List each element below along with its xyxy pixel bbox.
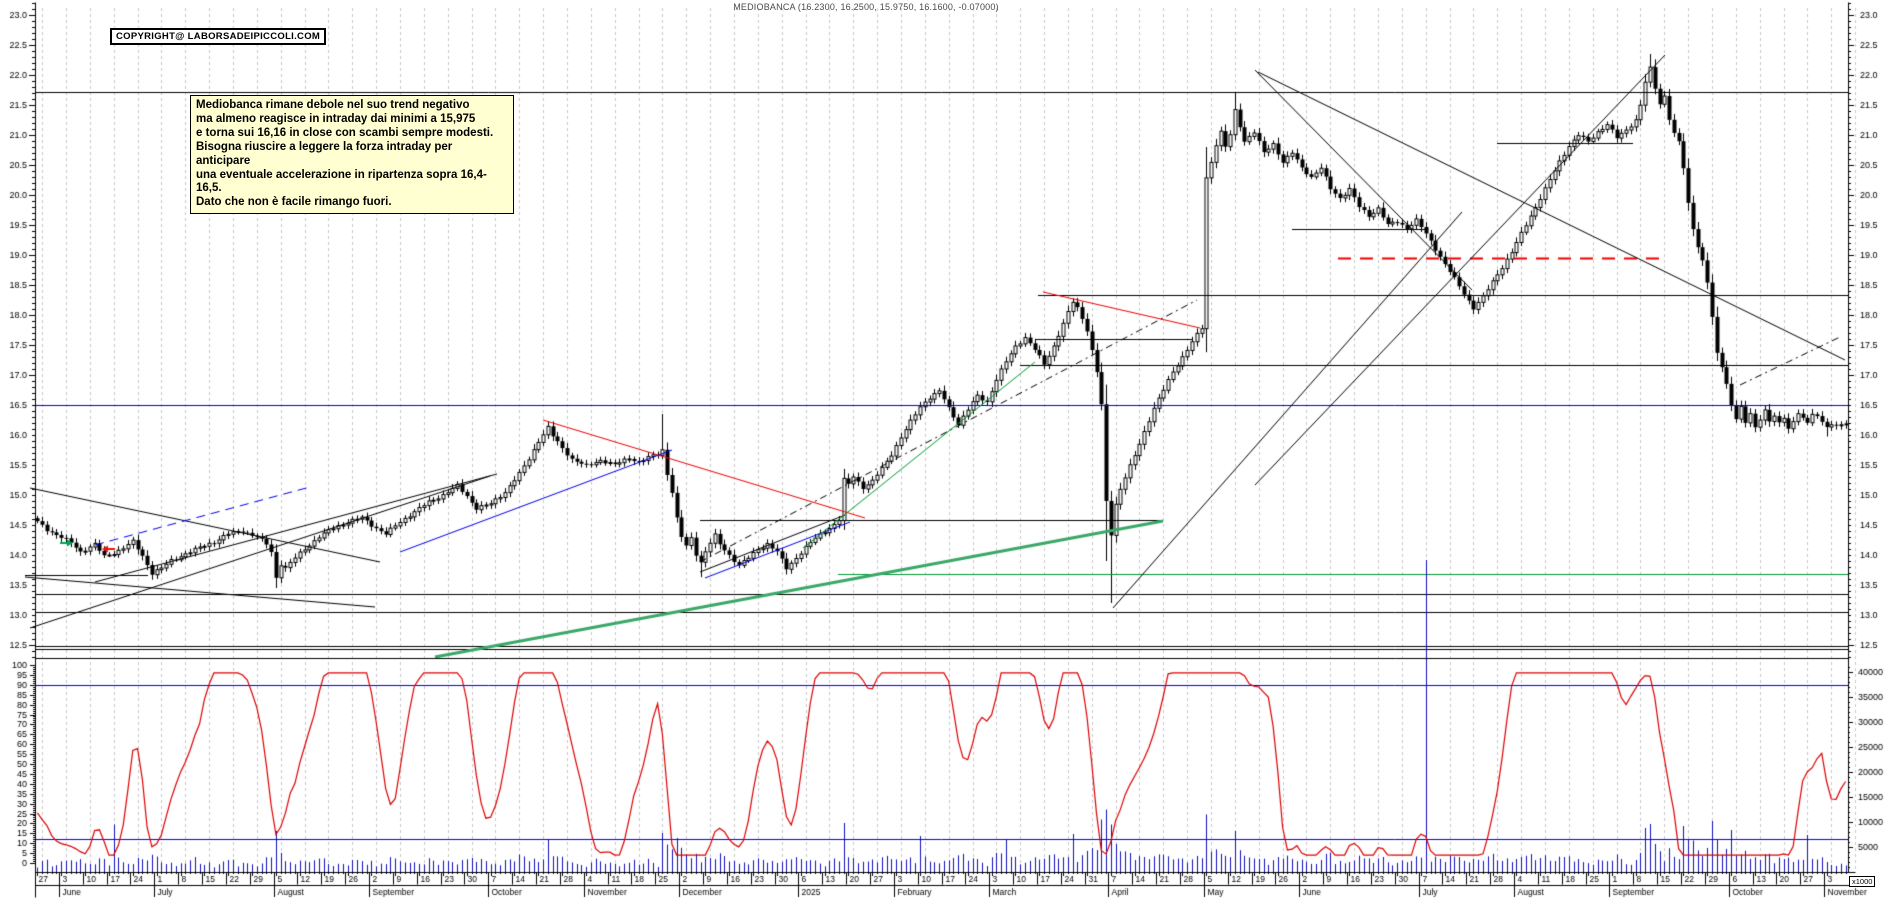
analysis-note-line: e torna sui 16,16 in close con scambi se… [196, 126, 494, 139]
analysis-note-line: Mediobanca rimane debole nel suo trend n… [196, 99, 470, 111]
copyright-badge: COPYRIGHT@ LABORSADEIPICCOLI.COM [110, 28, 327, 45]
analysis-note-line: Bisogna riuscire a leggere la forza intr… [196, 140, 453, 167]
analysis-note-line: una eventuale accelerazione in ripartenz… [196, 168, 487, 195]
analysis-note: Mediobanca rimane debole nel suo trend n… [190, 95, 514, 215]
volume-unit-badge: x1000 [1849, 876, 1876, 887]
analysis-note-line: ma almeno reagisce in intraday dai minim… [196, 112, 476, 125]
chart-title: MEDIOBANCA (16.2300, 16.2500, 15.9750, 1… [733, 2, 999, 12]
analysis-note-line: Dato che non è facile rimango fuori. [196, 196, 392, 209]
